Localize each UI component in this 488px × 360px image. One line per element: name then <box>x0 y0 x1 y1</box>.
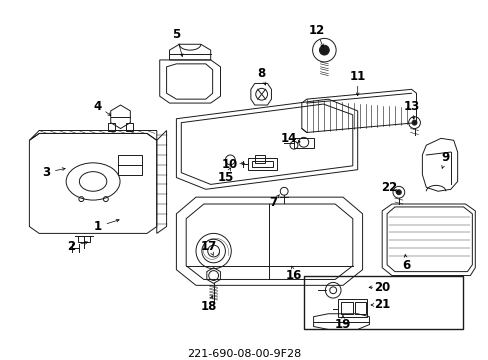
Text: 6: 6 <box>402 259 410 272</box>
Text: 7: 7 <box>269 195 277 208</box>
Text: 3: 3 <box>42 166 50 179</box>
Circle shape <box>411 120 416 125</box>
Text: 12: 12 <box>308 24 324 37</box>
Text: 9: 9 <box>441 152 449 165</box>
Text: 14: 14 <box>280 132 297 145</box>
Text: 4: 4 <box>94 99 102 112</box>
Text: 13: 13 <box>403 99 419 112</box>
Circle shape <box>396 190 401 195</box>
Text: 15: 15 <box>217 171 233 184</box>
Text: 21: 21 <box>373 298 389 311</box>
Text: 17: 17 <box>200 240 216 253</box>
Circle shape <box>319 45 328 55</box>
Text: 1: 1 <box>94 220 102 233</box>
Text: 5: 5 <box>172 28 180 41</box>
Text: 16: 16 <box>285 269 302 282</box>
Text: 19: 19 <box>334 318 350 331</box>
Text: 11: 11 <box>349 70 365 83</box>
Text: 10: 10 <box>222 158 238 171</box>
Text: 2: 2 <box>67 240 76 253</box>
Text: 22: 22 <box>380 181 396 194</box>
Text: 8: 8 <box>257 67 265 80</box>
Text: 18: 18 <box>200 300 217 314</box>
Bar <box>303 275 462 329</box>
Text: 20: 20 <box>373 281 389 294</box>
Text: 221-690-08-00-9F28: 221-690-08-00-9F28 <box>187 349 301 359</box>
